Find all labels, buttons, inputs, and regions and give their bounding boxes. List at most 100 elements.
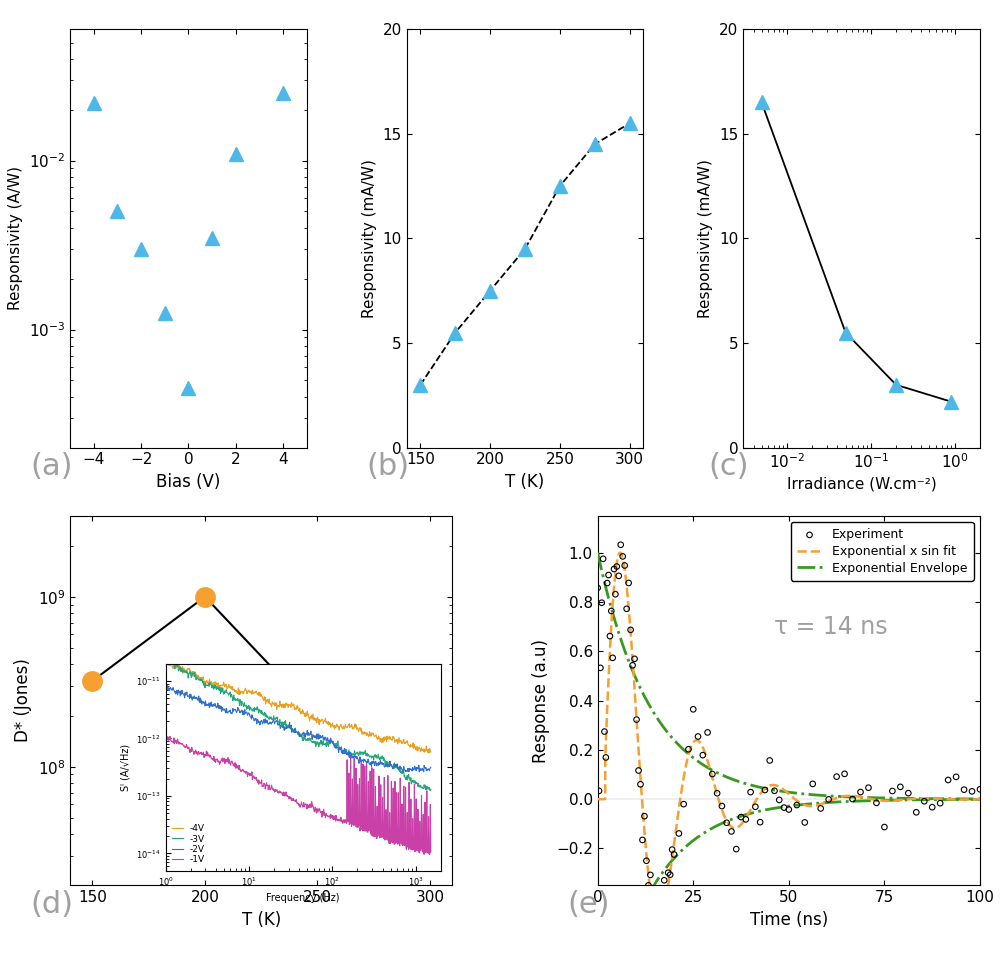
Exponential x sin fit: [974, 793, 986, 805]
Experiment: [601, 567, 617, 583]
Exponential Envelope: [925, 793, 937, 805]
Experiment: [723, 824, 739, 840]
Experiment: [797, 814, 813, 830]
Experiment: [627, 651, 643, 667]
Experiment: [972, 781, 988, 797]
Experiment: [704, 766, 720, 781]
Experiment: [747, 799, 763, 814]
Exponential Envelope: [966, 793, 978, 805]
Experiment: [757, 782, 773, 798]
X-axis label: T (K): T (K): [505, 473, 545, 491]
Exponential x sin fit: [739, 814, 751, 826]
Experiment: [619, 601, 635, 617]
Experiment: [671, 826, 687, 842]
Experiment: [648, 941, 664, 956]
Text: (b): (b): [367, 452, 410, 482]
Experiment: [805, 776, 821, 792]
Experiment: [964, 783, 980, 799]
Experiment: [821, 792, 837, 808]
Experiment: [640, 878, 656, 893]
Exponential Envelope: [658, 722, 670, 734]
Exponential Envelope: [755, 781, 767, 793]
Experiment: [638, 853, 654, 869]
Experiment: [853, 784, 869, 800]
Experiment: [789, 797, 805, 812]
Experiment: [781, 802, 797, 817]
Experiment: [892, 779, 908, 795]
Experiment: [615, 549, 631, 564]
Experiment: [776, 800, 792, 815]
Experiment: [632, 776, 648, 792]
Experiment: [829, 769, 845, 784]
Experiment: [644, 920, 660, 936]
Experiment: [714, 798, 730, 813]
Experiment: [594, 595, 610, 610]
Experiment: [596, 724, 612, 739]
Experiment: [709, 785, 725, 801]
Experiment: [932, 796, 948, 811]
Experiment: [660, 865, 676, 881]
Experiment: [617, 558, 633, 573]
Experiment: [602, 629, 618, 644]
Experiment: [733, 810, 749, 825]
Y-axis label: D* (Jones): D* (Jones): [14, 659, 32, 742]
Experiment: [695, 747, 711, 763]
Experiment: [621, 575, 637, 591]
Experiment: [700, 725, 716, 740]
Experiment: [662, 867, 678, 883]
Experiment: [916, 793, 932, 809]
X-axis label: Bias (V): Bias (V): [156, 473, 221, 491]
Experiment: [590, 580, 606, 595]
Experiment: [666, 847, 682, 862]
Experiment: [685, 702, 701, 717]
Y-axis label: Response (a.u): Response (a.u): [532, 638, 550, 763]
Experiment: [868, 795, 884, 811]
Experiment: [690, 729, 706, 744]
Experiment: [664, 842, 680, 857]
Exponential x sin fit: [926, 793, 938, 805]
Experiment: [924, 800, 940, 815]
Experiment: [613, 537, 629, 553]
Exponential Envelope: [974, 793, 986, 805]
Text: (d): (d): [30, 890, 73, 919]
Experiment: [592, 660, 608, 675]
Experiment: [634, 832, 650, 847]
Experiment: [719, 815, 735, 831]
Experiment: [860, 780, 876, 796]
Text: (e): (e): [568, 890, 610, 919]
Experiment: [676, 796, 692, 811]
Experiment: [837, 766, 853, 781]
Experiment: [948, 769, 964, 784]
Exponential Envelope: [738, 777, 750, 789]
Experiment: [623, 622, 639, 637]
Experiment: [956, 782, 972, 798]
X-axis label: T (K): T (K): [242, 911, 281, 929]
Experiment: [762, 753, 778, 769]
Experiment: [625, 658, 641, 673]
Experiment: [940, 773, 956, 788]
Line: Exponential Envelope: Exponential Envelope: [598, 553, 980, 799]
Experiment: [611, 568, 627, 584]
Text: τ = 14 ns: τ = 14 ns: [774, 615, 887, 639]
Legend: Experiment, Exponential x sin fit, Exponential Envelope: Experiment, Exponential x sin fit, Expon…: [791, 522, 974, 581]
Experiment: [845, 791, 861, 807]
Experiment: [646, 897, 662, 913]
Experiment: [876, 819, 892, 835]
Experiment: [900, 785, 916, 801]
Experiment: [606, 561, 622, 577]
Line: Exponential x sin fit: Exponential x sin fit: [598, 553, 980, 919]
Experiment: [599, 575, 615, 591]
X-axis label: Irradiance (W.cm⁻²): Irradiance (W.cm⁻²): [787, 477, 936, 491]
Experiment: [629, 712, 645, 728]
Experiment: [605, 650, 621, 666]
Experiment: [658, 894, 674, 910]
Y-axis label: Responsivity (mA/W): Responsivity (mA/W): [698, 159, 713, 318]
Experiment: [642, 867, 658, 883]
Experiment: [656, 873, 672, 888]
Experiment: [607, 587, 623, 602]
Experiment: [609, 559, 625, 574]
Y-axis label: Responsivity (mA/W): Responsivity (mA/W): [362, 159, 377, 318]
Experiment: [654, 884, 670, 900]
Experiment: [884, 783, 900, 799]
Experiment: [595, 551, 611, 566]
